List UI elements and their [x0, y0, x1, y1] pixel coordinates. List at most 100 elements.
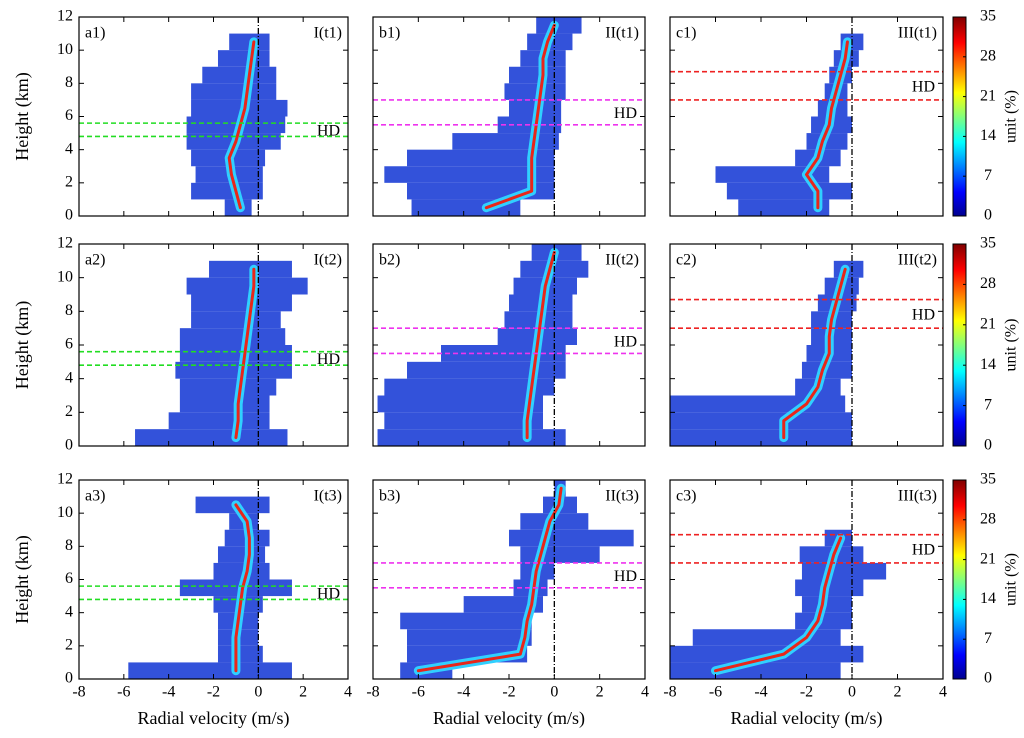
density-band: [407, 361, 566, 379]
colorbar: [952, 16, 967, 217]
mode-ridge-core: [416, 486, 563, 673]
panel-title: III(t2): [898, 252, 937, 269]
hd-label: HD: [317, 122, 340, 139]
y-tick-label: 0: [65, 437, 73, 454]
panel-title: I(t2): [314, 252, 342, 269]
colorbar-tick-label: 35: [980, 8, 996, 25]
panel-title: II(t3): [605, 488, 639, 505]
mode-ridge-core: [782, 267, 847, 440]
colorbar-tick-label: 28: [980, 275, 996, 292]
density-band: [175, 361, 292, 379]
y-tick-label: 8: [65, 537, 73, 554]
x-axis-label: Radial velocity (m/s): [433, 708, 585, 729]
panel-title: III(t1): [898, 25, 937, 42]
hd-label: HD: [614, 333, 637, 350]
y-tick-label: 4: [65, 140, 73, 157]
density-band: [384, 378, 555, 396]
colorbar-tick-label: 7: [984, 630, 992, 647]
y-tick-label: 2: [65, 174, 73, 191]
colorbar-tick-label: 0: [984, 437, 992, 454]
y-axis-label: Height (km): [12, 72, 33, 160]
x-axis-label: Radial velocity (m/s): [138, 708, 290, 729]
colorbar-tick-label: 0: [984, 670, 992, 687]
density-band: [384, 166, 555, 183]
y-tick-label: 4: [65, 603, 73, 620]
density-band: [400, 612, 532, 630]
density-band: [191, 311, 281, 329]
x-axis-label: Radial velocity (m/s): [731, 708, 883, 729]
x-tick-label: 0: [254, 684, 262, 701]
hd-label: HD: [912, 541, 935, 558]
hd-label: HD: [614, 568, 637, 585]
colorbar-tick-label: 28: [980, 510, 996, 527]
density-band: [670, 662, 841, 679]
mode-ridge-core: [805, 40, 849, 210]
density-band: [520, 546, 600, 563]
x-tick-label: 2: [894, 684, 902, 701]
density-band: [179, 395, 270, 413]
y-tick-label: 8: [65, 302, 73, 319]
y-tick-label: 6: [65, 336, 73, 353]
colorbar-label: unit (%): [1003, 553, 1020, 606]
density-band: [191, 294, 292, 312]
y-axis-label: Height (km): [12, 535, 33, 623]
x-tick-label: -2: [502, 684, 515, 701]
x-tick-label: 4: [939, 684, 947, 701]
x-tick-label: 4: [344, 684, 352, 701]
density-band: [407, 629, 532, 646]
density-band: [186, 277, 308, 295]
density-band: [179, 378, 277, 396]
hd-label: HD: [912, 78, 935, 95]
x-tick-label: -8: [72, 684, 85, 701]
density-band: [715, 166, 830, 183]
colorbar-tick-label: 21: [980, 87, 996, 104]
density-band: [407, 149, 555, 167]
mode-ridge-core: [227, 40, 256, 210]
y-tick-label: 0: [65, 207, 73, 224]
density-band: [509, 529, 634, 547]
x-tick-label: 0: [848, 684, 856, 701]
density-band: [179, 579, 292, 597]
mode-ridge-core: [234, 267, 256, 440]
density-band: [191, 99, 288, 117]
panel-label: a1): [85, 25, 105, 42]
x-tick-label: 2: [596, 684, 604, 701]
x-tick-label: -6: [709, 684, 722, 701]
panel-title: II(t1): [605, 25, 639, 42]
panel-label: b2): [379, 252, 400, 269]
density-band: [168, 412, 270, 430]
y-axis-label: Height (km): [12, 301, 33, 389]
y-tick-label: 0: [65, 670, 73, 687]
panel-label: c2): [676, 252, 696, 269]
hd-label: HD: [317, 585, 340, 602]
x-tick-label: -2: [800, 684, 813, 701]
y-tick-label: 6: [65, 570, 73, 587]
density-band: [509, 66, 566, 84]
colorbar-tick-label: 7: [984, 167, 992, 184]
panel-label: a2): [85, 252, 105, 269]
y-tick-label: 10: [57, 41, 73, 58]
y-tick-label: 12: [57, 8, 73, 25]
x-tick-label: -8: [663, 684, 676, 701]
density-band: [670, 412, 852, 430]
hd-label: HD: [912, 307, 935, 324]
density-band: [504, 83, 566, 100]
y-tick-label: 2: [65, 637, 73, 654]
hd-label: HD: [614, 105, 637, 122]
colorbar: [952, 479, 967, 680]
colorbar-tick-label: 0: [984, 207, 992, 224]
x-tick-label: -8: [366, 684, 379, 701]
density-band: [670, 395, 846, 413]
colorbar-tick-label: 14: [980, 127, 996, 144]
density-band: [801, 596, 852, 613]
y-tick-label: 2: [65, 403, 73, 420]
y-tick-label: 12: [57, 471, 73, 488]
panel-label: c3): [676, 488, 696, 505]
density-band: [213, 562, 270, 580]
mode-ridge-core: [525, 250, 556, 440]
colorbar-label: unit (%): [1003, 319, 1020, 372]
density-band: [452, 133, 559, 150]
x-tick-label: -6: [117, 684, 130, 701]
